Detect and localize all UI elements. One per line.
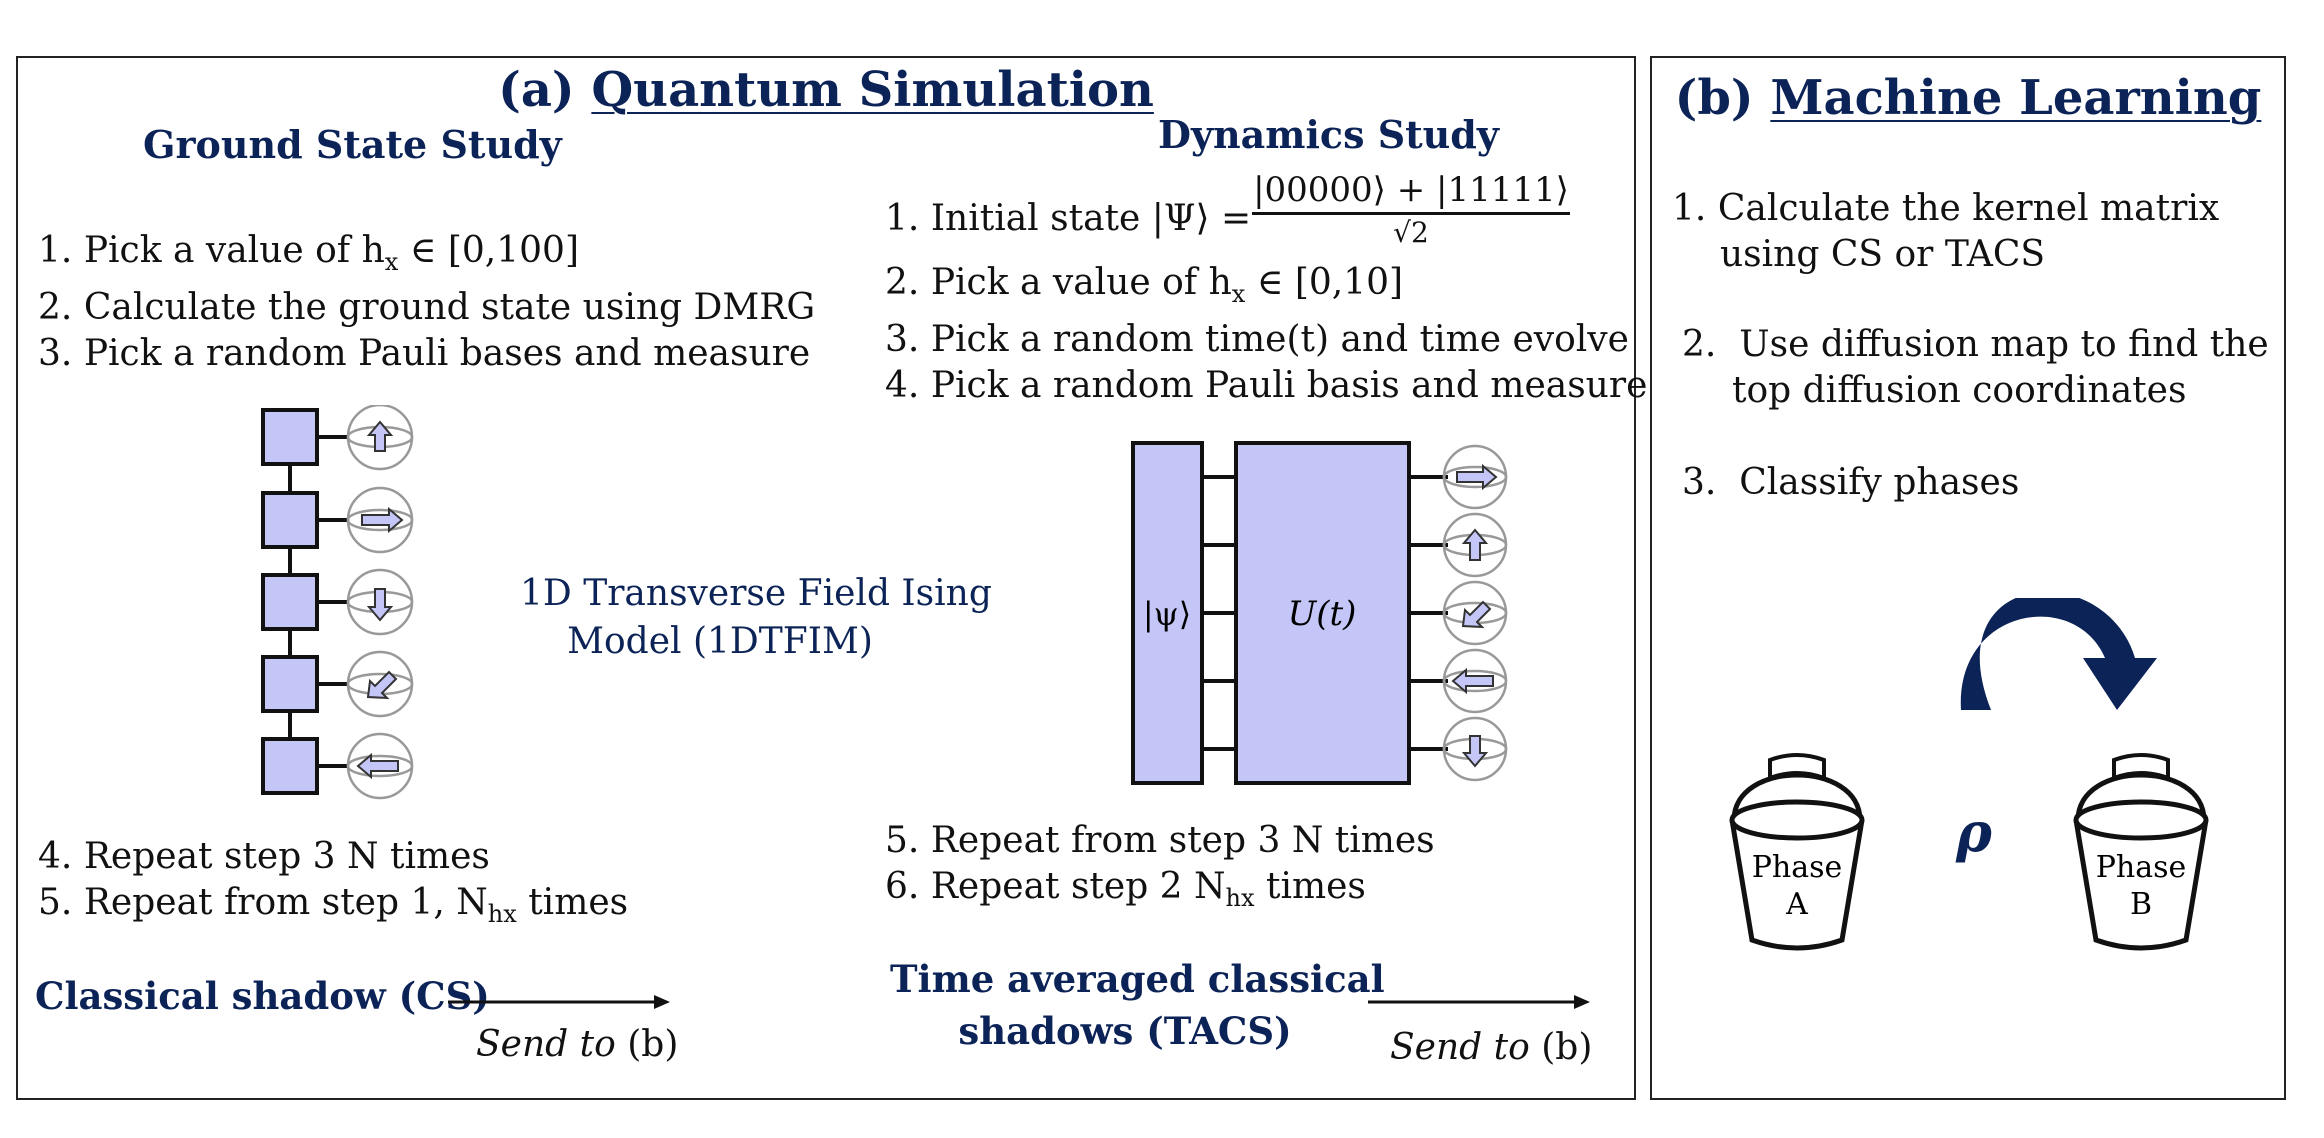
tacs-send-arrow [1368,995,1590,1009]
mps-site-box [261,573,319,631]
model-label-line2: Model (1DTFIM) [567,621,873,662]
mps-site-box [261,655,319,713]
down-left-arrow-icon [1461,600,1492,629]
tacs-label-line1: Time averaged classical [890,957,1385,1001]
bucket-phase-a: Phase A [1729,753,1865,951]
dynamics-step-6: 6. Repeat step 2 Nhx times [885,866,1366,912]
ml-step-1-line2: using CS or TACS [1720,234,2046,275]
classical-shadow-label: Classical shadow (CS) [35,974,490,1018]
ground-step-3: 3. Pick a random Pauli bases and measure [38,333,811,374]
ml-step-2: 2. Use diffusion map to find the top dif… [1682,322,2269,414]
tacs-label-line2: shadows (TACS) [958,1009,1292,1053]
ground-step-2: 2. Calculate the ground state using DMRG [38,287,816,328]
panel-b-title: (b) Machine Learning [1674,70,2262,126]
left-arrow-icon [1451,667,1494,695]
ml-step-1: 1. Calculate the kernel matrix using CS … [1672,186,2219,278]
dynamics-step-4: 4. Pick a random Pauli basis and measure [885,365,1648,406]
up-arrow-icon [366,420,394,452]
curved-arrow-icon [1960,598,2157,710]
ground-steps-after: 4. Repeat step 3 N times 5. Repeat from … [38,834,628,937]
mps-site-box [261,408,319,466]
bucket-b-label-line1: Phase [2096,850,2187,885]
ground-state-heading: Ground State Study [143,122,562,167]
fraction-denominator: √2 [1393,216,1429,249]
panel-machine-learning [1650,56,2286,1100]
psi-label: |ψ⟩ [1143,595,1191,633]
dynamics-steps: 2. Pick a value of hx ∈ [0,10] 3. Pick a… [885,260,1647,409]
cs-send-arrow [448,995,670,1009]
mps-site-box [261,491,319,549]
dynamics-step-3: 3. Pick a random time(t) and time evolve [885,319,1629,360]
bucket-a-label-line2: A [1785,887,1808,922]
dynamics-step-1: 1. Initial state |Ψ⟩ = [885,198,1252,239]
model-label-line1: 1D Transverse Field Ising [520,573,992,614]
mps-chain-diagram [261,405,414,800]
tacs-send-to-label: Send to (b) [1390,1027,1593,1068]
left-arrow-icon [356,752,399,780]
unitary-box [1234,441,1411,785]
panel-a-title: (a) Quantum Simulation [498,62,1154,118]
dynamics-step-2: 2. Pick a value of hx ∈ [0,10] [885,262,1404,308]
initial-state-fraction: |00000⟩ + |11111⟩ √2 [1252,168,1570,251]
ml-step-2-line2: top diffusion coordinates [1732,370,2187,411]
rho-label: ρ [1956,800,1992,864]
right-arrow-icon [361,506,404,534]
dynamics-heading: Dynamics Study [1158,112,1499,157]
panel-quantum-simulation [16,56,1636,1100]
ground-step-1: 1. Pick a value of hx ∈ [0,100] [38,230,579,276]
up-arrow-icon [1461,528,1489,561]
bucket-a-label-line1: Phase [1752,850,1843,885]
quantum-circuit-diagram: |ψ⟩ U(t) [1131,441,1508,785]
bucket-phase-b: Phase B [2073,753,2209,951]
down-left-arrow-icon [366,670,398,700]
bucket-b-label-line2: B [2130,887,2152,922]
mps-site-box [261,737,319,795]
ground-steps: 1. Pick a value of hx ∈ [0,100] 2. Calcu… [38,228,815,377]
cs-send-to-label: Send to (b) [476,1024,679,1065]
ground-step-5: 5. Repeat from step 1, Nhx times [38,882,629,928]
down-arrow-icon [366,588,394,622]
dynamics-step-5: 5. Repeat from step 3 N times [885,820,1435,861]
ground-step-4: 4. Repeat step 3 N times [38,836,490,877]
fraction-numerator: |00000⟩ + |11111⟩ [1252,168,1570,215]
model-label: 1D Transverse Field Ising Model (1DTFIM) [520,570,992,666]
down-arrow-icon [1461,735,1489,768]
right-arrow-icon [1456,463,1498,491]
unitary-label: U(t) [1288,594,1357,634]
psi-state-box [1131,441,1204,785]
ml-step-3: 3. Classify phases [1682,462,2020,503]
tacs-label: Time averaged classical shadows (TACS) [890,953,1385,1057]
dynamics-steps-after: 5. Repeat from step 3 N times 6. Repeat … [885,818,1435,921]
